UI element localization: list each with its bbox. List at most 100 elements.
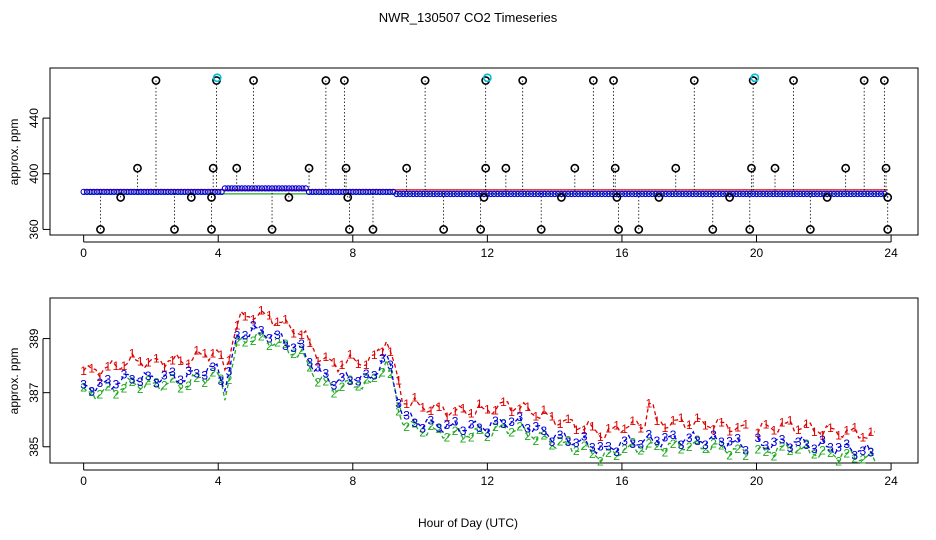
top-flag-points: [96, 73, 893, 234]
top-flag-point: [343, 193, 353, 202]
bottom-series-1-marker: 1: [290, 326, 297, 340]
top-measurement-point: [712, 190, 720, 198]
bottom-series-3-marker: 3: [654, 434, 661, 448]
bottom-series-3-marker: 3: [387, 358, 394, 372]
bottom-series-2-marker: 2: [137, 382, 144, 396]
top-measurement-point: [739, 190, 747, 198]
bottom-series-1-marker: 1: [169, 354, 176, 368]
top-measurement-point: [255, 185, 262, 192]
bottom-series-2-marker: 2: [129, 375, 136, 389]
top-flag-point: [859, 76, 869, 85]
bottom-series-2-marker: 2: [177, 382, 184, 396]
top-measurement-point: [312, 188, 319, 196]
bottom-series-2-marker: 2: [646, 436, 653, 450]
bottom-series-1-marker: 1: [306, 336, 313, 350]
bottom-series-2-marker: 2: [771, 450, 778, 464]
top-measurement-point: [706, 190, 713, 198]
bottom-series-3-marker: 3: [371, 368, 378, 382]
top-flag-point: [341, 163, 351, 173]
bottom-series-3-marker: 3: [347, 374, 354, 388]
bottom-series-1-marker: 1: [589, 420, 596, 434]
bottom-series-3-marker: 3: [323, 366, 330, 380]
bottom-series-3-marker: 3: [702, 438, 709, 452]
bottom-series-3-marker: 3: [201, 369, 208, 383]
bottom-series-2-marker: 2: [508, 425, 515, 439]
top-measurement-point: [184, 188, 192, 196]
top-measurement-point: [864, 190, 871, 198]
top-measurement-point: [332, 188, 340, 196]
top-measurement-point: [241, 185, 249, 192]
bottom-series-2-marker: 2: [581, 439, 588, 453]
bottom-series-2-marker: 2: [811, 447, 818, 461]
top-measurement-point: [194, 188, 202, 196]
bottom-series-2-marker: 2: [226, 373, 233, 387]
top-flag-point: [479, 193, 489, 202]
bottom-series-1-marker: 1: [274, 315, 281, 329]
top-flag-point: [725, 193, 734, 202]
bottom-series-3-marker: 3: [282, 339, 289, 353]
top-measurement-point: [433, 190, 441, 198]
bottom-series-1-marker: 1: [419, 401, 426, 415]
top-measurement-point: [490, 190, 498, 198]
bottom-y-axis: 385 387 389: [27, 328, 50, 457]
bottom-series-3-marker: 3: [250, 319, 257, 333]
bottom-series-1-marker: 1: [771, 424, 778, 438]
top-measurement-point: [760, 190, 767, 198]
bottom-series-2-marker: 2: [541, 429, 548, 443]
top-measurement-point: [665, 190, 673, 198]
top-x-tick-label: 4: [215, 246, 222, 260]
bottom-series-1-marker: 1: [411, 391, 418, 405]
bottom-series-1-marker: 1: [242, 309, 249, 323]
bottom-series-2-marker: 2: [201, 376, 208, 390]
top-measurement-point: [568, 190, 575, 198]
top-measurement-point: [682, 190, 690, 198]
bottom-series-1-marker: 1: [113, 359, 120, 373]
top-flag-point: [133, 163, 142, 173]
top-measurement-point: [702, 190, 710, 198]
bottom-series-3-marker: 3: [637, 438, 644, 452]
top-measurement-point: [272, 185, 279, 192]
bottom-series-3-marker: 3: [193, 366, 200, 380]
top-measurement-point: [783, 190, 790, 198]
top-measurement-point: [437, 190, 444, 198]
top-measurement-point: [588, 190, 595, 198]
top-flag-point: [208, 163, 218, 173]
top-measurement-point: [494, 190, 501, 198]
bottom-series-1-marker: 1: [371, 348, 378, 362]
top-measurement-point: [474, 190, 481, 198]
top-measurement-point: [861, 190, 868, 198]
top-measurement-point: [810, 190, 817, 198]
bottom-x-tick-label: 8: [349, 474, 356, 488]
bottom-series-3-marker: 3: [851, 448, 858, 462]
bottom-series-1-marker: 1: [827, 421, 834, 435]
bottom-series-1-marker: 1: [209, 346, 216, 360]
top-measurement-point: [376, 188, 383, 196]
top-measurement-point: [686, 190, 693, 198]
bottom-series-3-marker: 3: [646, 427, 653, 441]
top-flag-point: [556, 193, 566, 202]
bottom-series-2-marker: 2: [851, 452, 858, 466]
bottom-series-3-marker: 3: [306, 356, 313, 370]
top-flag-point: [879, 76, 889, 85]
top-measurement-point: [857, 190, 864, 198]
bottom-series-3-marker: 3: [581, 429, 588, 443]
bottom-series-2-marker: 2: [718, 439, 725, 453]
top-measurement-point: [201, 188, 208, 196]
bottom-series-1-marker: 1: [298, 328, 305, 342]
top-measurement-point: [396, 190, 404, 198]
top-measurement-point: [110, 188, 118, 196]
top-y-tick-label: 400: [27, 163, 41, 183]
top-measurement-point: [107, 188, 114, 196]
top-measurement-point: [453, 190, 461, 198]
bottom-series-1-marker: 1: [621, 422, 628, 436]
bottom-series-2-marker: 2: [589, 447, 596, 461]
top-measurement-point: [766, 190, 774, 198]
top-measurement-point: [198, 188, 205, 196]
bottom-series-3-marker: 3: [226, 365, 233, 379]
top-measurement-point: [743, 190, 750, 198]
bottom-series-3-marker: 3: [557, 428, 564, 442]
bottom-series-3-marker: 3: [88, 384, 95, 398]
top-measurement-point: [302, 185, 309, 192]
top-flag-point: [789, 76, 798, 85]
